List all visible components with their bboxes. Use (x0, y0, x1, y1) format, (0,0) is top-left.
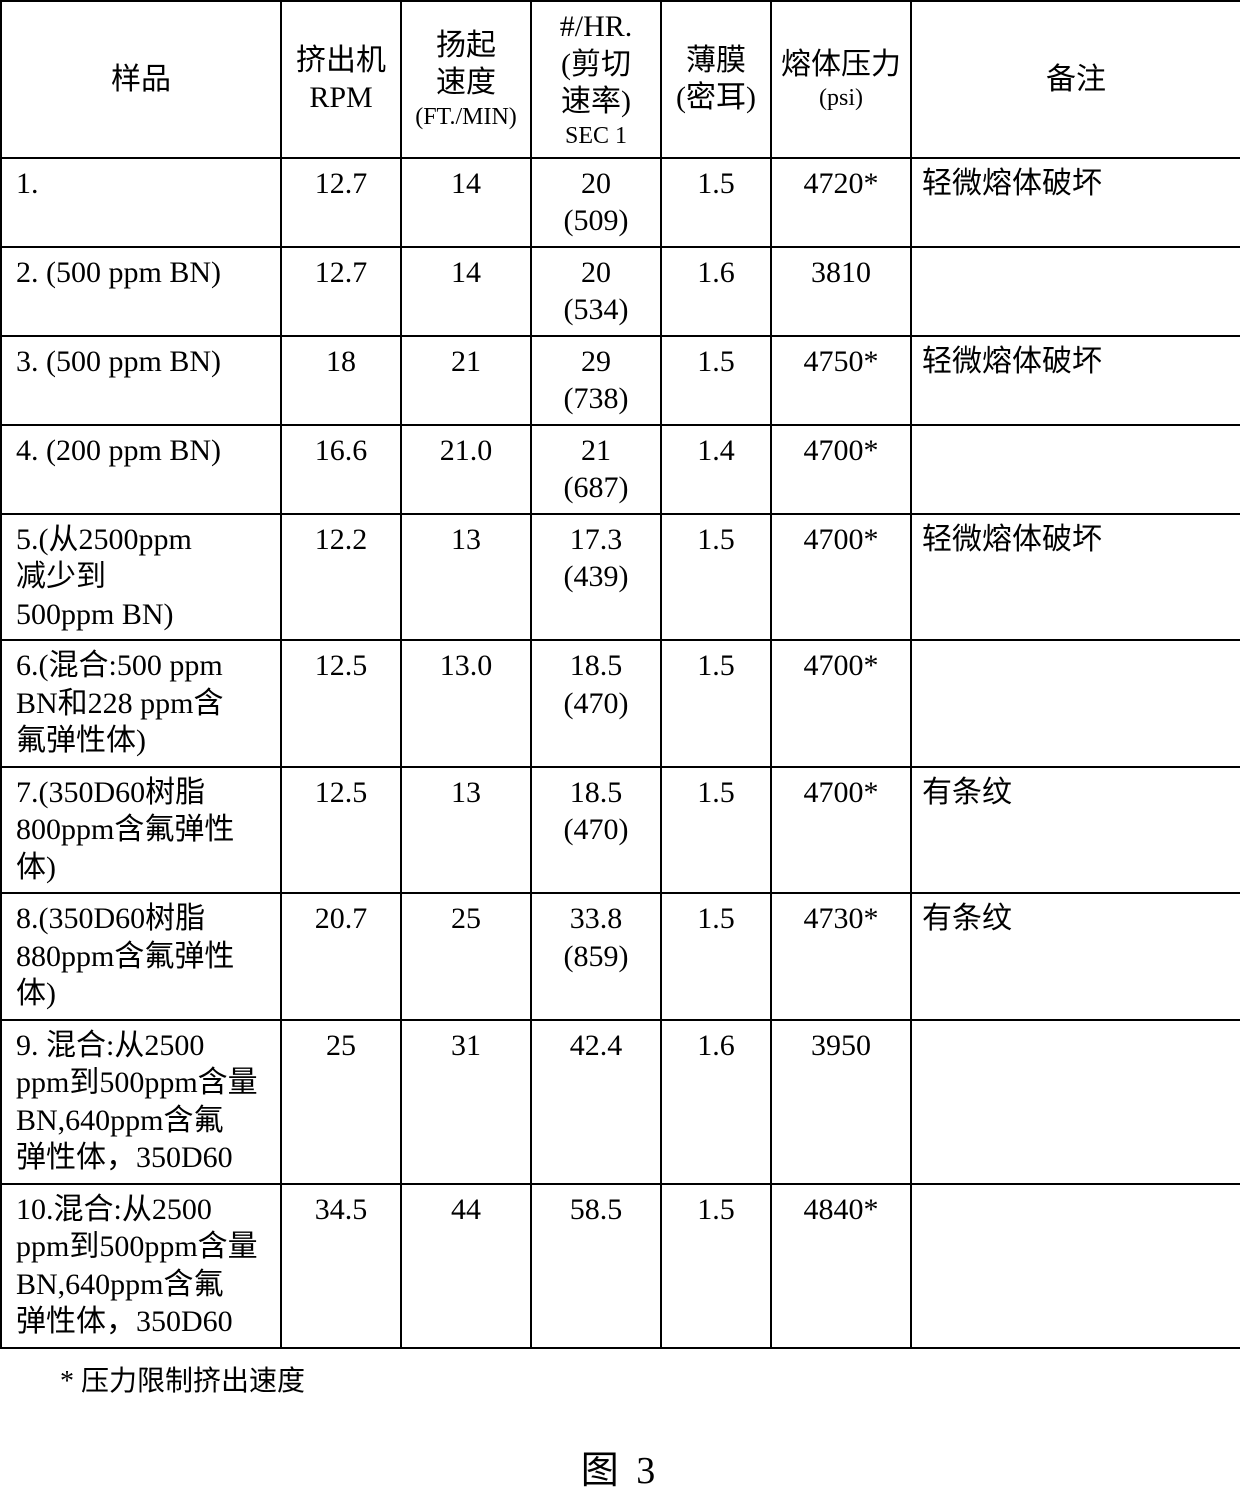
cell-speed: 14 (401, 158, 531, 247)
cell-sample: 1. (1, 158, 281, 247)
cell-rpm: 12.7 (281, 247, 401, 336)
cell-rpm: 12.2 (281, 514, 401, 641)
cell-remark: 有条纹 (911, 893, 1240, 1020)
cell-sample: 5.(从2500ppm减少到500ppm BN) (1, 514, 281, 641)
cell-speed: 13.0 (401, 640, 531, 767)
cell-pressure: 3950 (771, 1020, 911, 1184)
cell-remark: 轻微熔体破坏 (911, 336, 1240, 425)
cell-rpm: 18 (281, 336, 401, 425)
cell-remark (911, 1184, 1240, 1348)
cell-speed: 25 (401, 893, 531, 1020)
table-row: 1.12.71420(509)1.54720*轻微熔体破坏 (1, 158, 1240, 247)
cell-remark: 轻微熔体破坏 (911, 158, 1240, 247)
cell-pressure: 4720* (771, 158, 911, 247)
cell-sample: 8.(350D60树脂880ppm含氟弹性体) (1, 893, 281, 1020)
cell-sample: 6.(混合:500 ppmBN和228 ppm含氟弹性体) (1, 640, 281, 767)
cell-remark (911, 1020, 1240, 1184)
cell-rate: 33.8(859) (531, 893, 661, 1020)
cell-sample: 9. 混合:从2500ppm到500ppm含量BN,640ppm含氟弹性体，35… (1, 1020, 281, 1184)
col-remark: 备注 (911, 1, 1240, 158)
cell-film: 1.5 (661, 640, 771, 767)
cell-rate: 18.5(470) (531, 640, 661, 767)
cell-rpm: 12.5 (281, 767, 401, 894)
cell-remark (911, 425, 1240, 514)
cell-pressure: 3810 (771, 247, 911, 336)
cell-remark (911, 247, 1240, 336)
cell-rate: 17.3(439) (531, 514, 661, 641)
data-table: 样品 挤出机 RPM 扬起 速度 (FT./MIN) #/HR. (剪切 速率)… (0, 0, 1240, 1349)
col-speed: 扬起 速度 (FT./MIN) (401, 1, 531, 158)
cell-sample: 10.混合:从2500ppm到500ppm含量BN,640ppm含氟弹性体，35… (1, 1184, 281, 1348)
cell-rpm: 25 (281, 1020, 401, 1184)
table-row: 3. (500 ppm BN)182129(738)1.54750*轻微熔体破坏 (1, 336, 1240, 425)
cell-film: 1.5 (661, 514, 771, 641)
cell-pressure: 4700* (771, 767, 911, 894)
cell-sample: 7.(350D60树脂800ppm含氟弹性体) (1, 767, 281, 894)
table-row: 10.混合:从2500ppm到500ppm含量BN,640ppm含氟弹性体，35… (1, 1184, 1240, 1348)
cell-rate: 58.5 (531, 1184, 661, 1348)
cell-film: 1.5 (661, 767, 771, 894)
cell-rate: 21(687) (531, 425, 661, 514)
cell-film: 1.5 (661, 893, 771, 1020)
table-row: 8.(350D60树脂880ppm含氟弹性体)20.72533.8(859)1.… (1, 893, 1240, 1020)
cell-speed: 44 (401, 1184, 531, 1348)
col-rpm: 挤出机 RPM (281, 1, 401, 158)
col-film: 薄膜 (密耳) (661, 1, 771, 158)
cell-remark (911, 640, 1240, 767)
cell-sample: 3. (500 ppm BN) (1, 336, 281, 425)
cell-rate: 42.4 (531, 1020, 661, 1184)
cell-rate: 20(534) (531, 247, 661, 336)
col-pressure: 熔体压力 (psi) (771, 1, 911, 158)
cell-rate: 29(738) (531, 336, 661, 425)
cell-film: 1.6 (661, 247, 771, 336)
cell-rate: 20(509) (531, 158, 661, 247)
cell-film: 1.6 (661, 1020, 771, 1184)
figure-caption: 图 3 (0, 1399, 1240, 1494)
col-rate: #/HR. (剪切 速率) SEC 1 (531, 1, 661, 158)
col-sample: 样品 (1, 1, 281, 158)
table-row: 4. (200 ppm BN)16.621.021(687)1.44700* (1, 425, 1240, 514)
cell-pressure: 4700* (771, 640, 911, 767)
cell-film: 1.5 (661, 336, 771, 425)
cell-rpm: 34.5 (281, 1184, 401, 1348)
cell-pressure: 4700* (771, 425, 911, 514)
table-row: 2. (500 ppm BN)12.71420(534)1.63810 (1, 247, 1240, 336)
cell-pressure: 4730* (771, 893, 911, 1020)
cell-rate: 18.5(470) (531, 767, 661, 894)
cell-pressure: 4750* (771, 336, 911, 425)
cell-rpm: 20.7 (281, 893, 401, 1020)
table-row: 9. 混合:从2500ppm到500ppm含量BN,640ppm含氟弹性体，35… (1, 1020, 1240, 1184)
cell-film: 1.4 (661, 425, 771, 514)
cell-sample: 2. (500 ppm BN) (1, 247, 281, 336)
cell-film: 1.5 (661, 1184, 771, 1348)
cell-speed: 21.0 (401, 425, 531, 514)
cell-pressure: 4840* (771, 1184, 911, 1348)
cell-film: 1.5 (661, 158, 771, 247)
cell-rpm: 12.5 (281, 640, 401, 767)
page: 样品 挤出机 RPM 扬起 速度 (FT./MIN) #/HR. (剪切 速率)… (0, 0, 1240, 1494)
cell-speed: 31 (401, 1020, 531, 1184)
table-row: 7.(350D60树脂800ppm含氟弹性体)12.51318.5(470)1.… (1, 767, 1240, 894)
cell-remark: 轻微熔体破坏 (911, 514, 1240, 641)
cell-rpm: 16.6 (281, 425, 401, 514)
table-row: 5.(从2500ppm减少到500ppm BN)12.21317.3(439)1… (1, 514, 1240, 641)
cell-pressure: 4700* (771, 514, 911, 641)
cell-sample: 4. (200 ppm BN) (1, 425, 281, 514)
cell-remark: 有条纹 (911, 767, 1240, 894)
table-row: 6.(混合:500 ppmBN和228 ppm含氟弹性体)12.513.018.… (1, 640, 1240, 767)
table-body: 1.12.71420(509)1.54720*轻微熔体破坏2. (500 ppm… (1, 158, 1240, 1348)
cell-speed: 21 (401, 336, 531, 425)
cell-rpm: 12.7 (281, 158, 401, 247)
cell-speed: 13 (401, 767, 531, 894)
footnote: * 压力限制挤出速度 (0, 1349, 1240, 1399)
table-header-row: 样品 挤出机 RPM 扬起 速度 (FT./MIN) #/HR. (剪切 速率)… (1, 1, 1240, 158)
cell-speed: 14 (401, 247, 531, 336)
cell-speed: 13 (401, 514, 531, 641)
